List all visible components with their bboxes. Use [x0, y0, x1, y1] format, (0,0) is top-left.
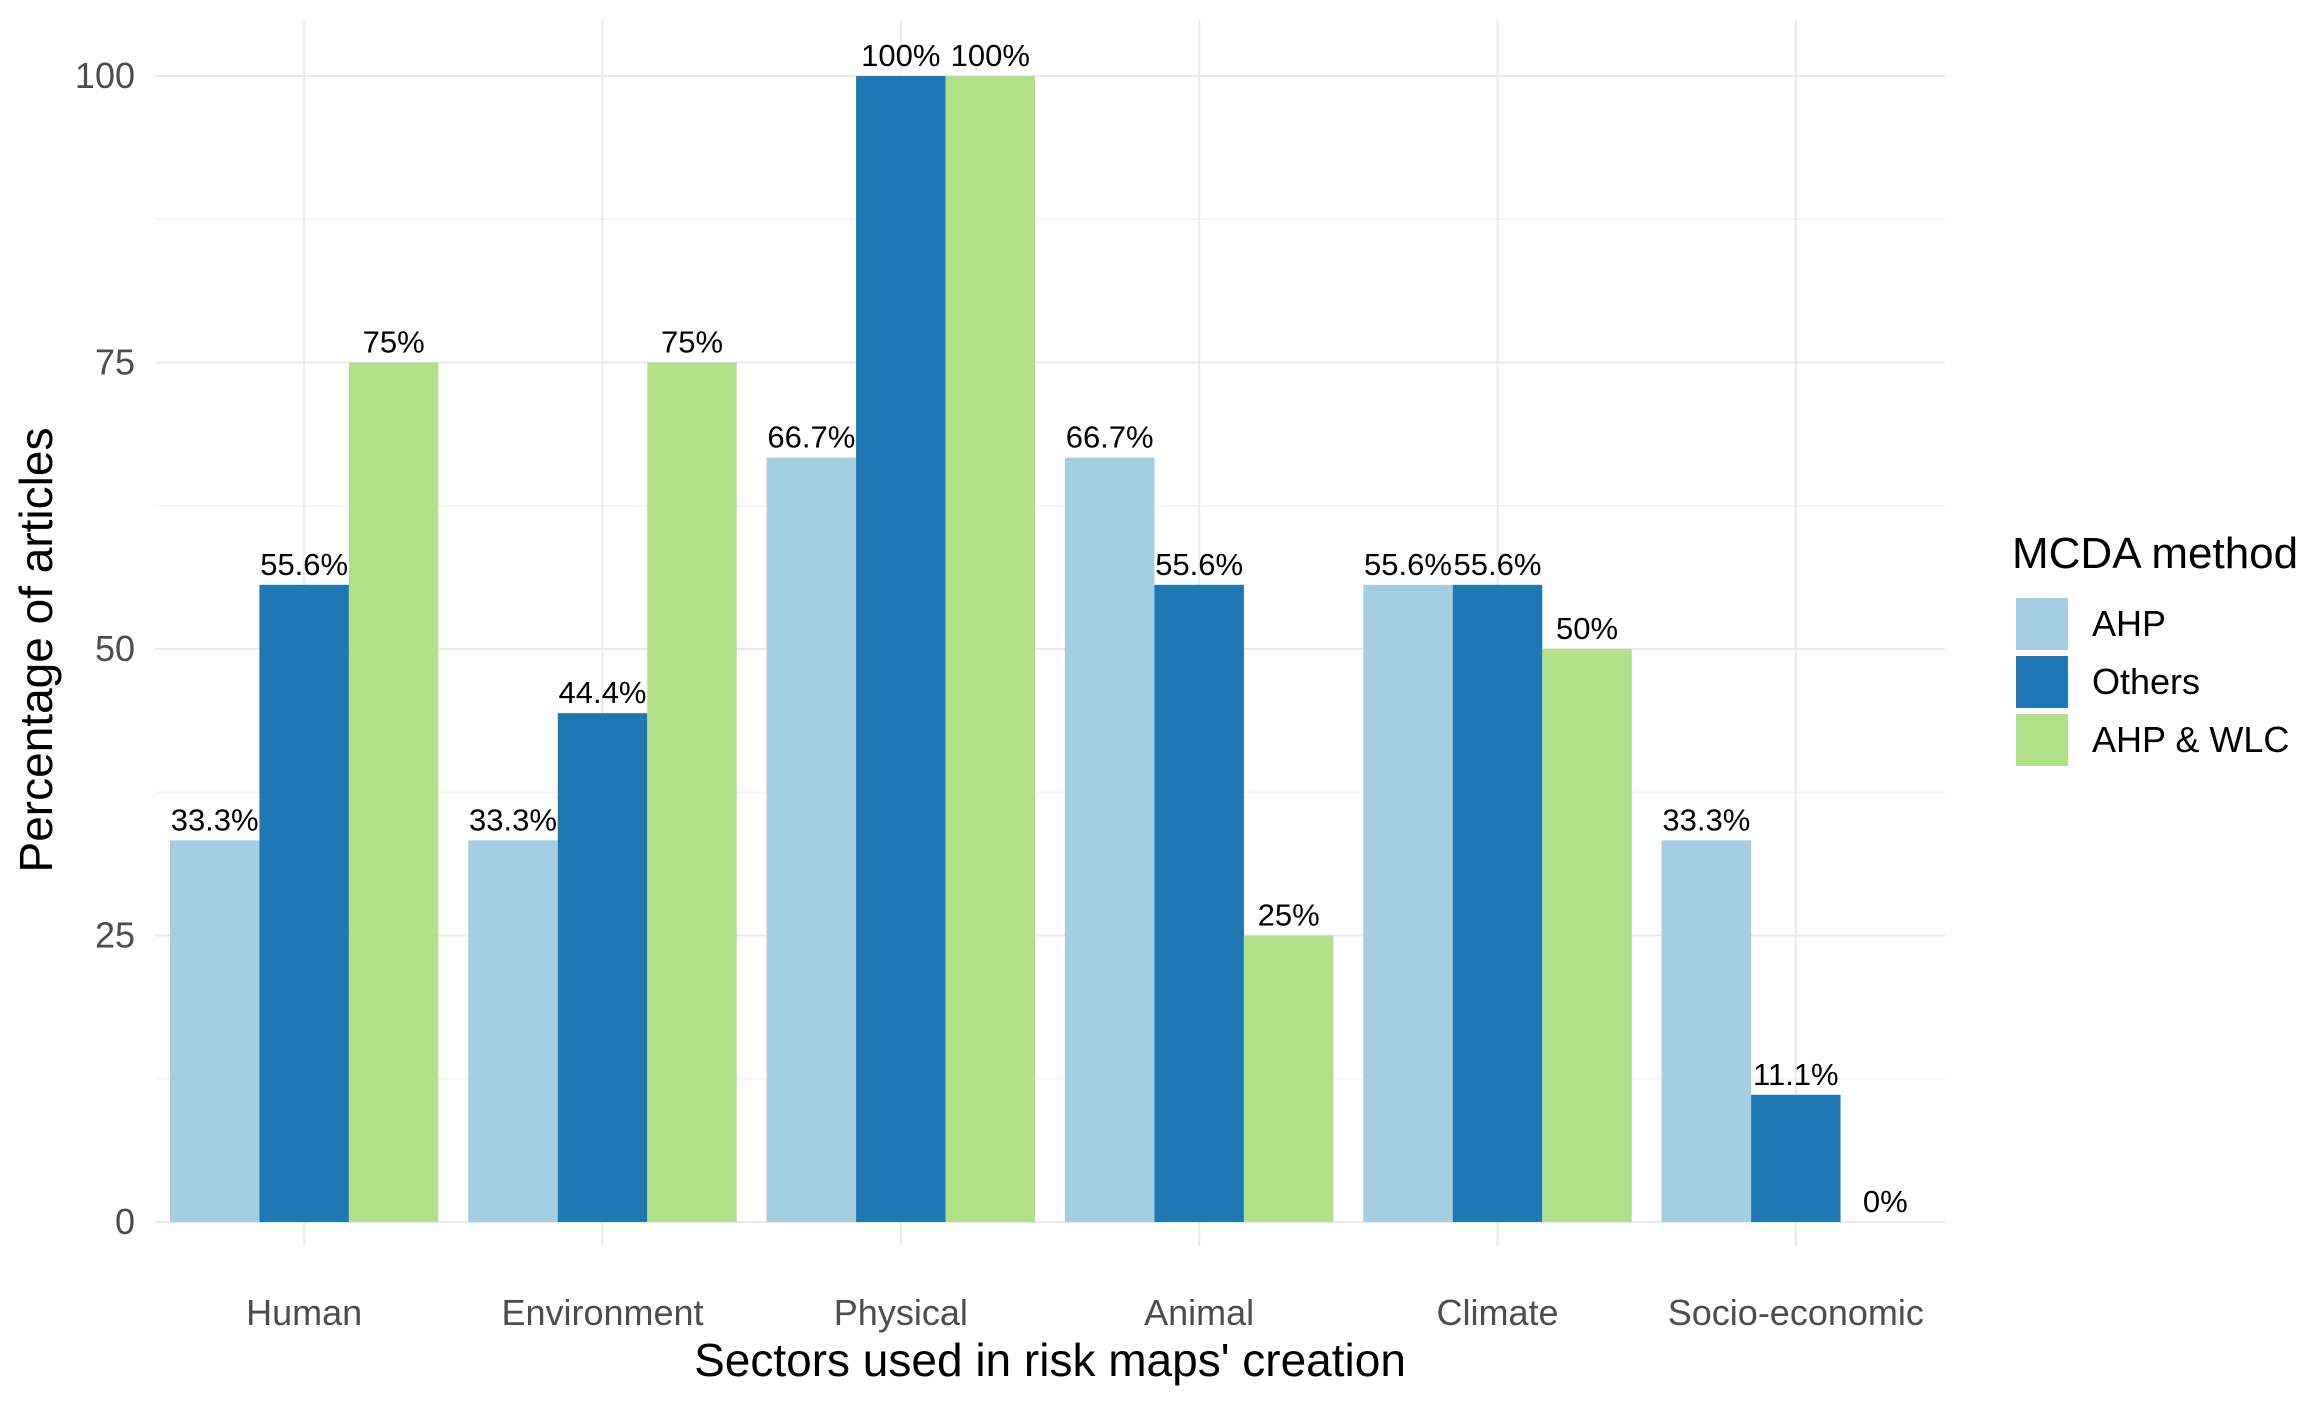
y-tick-label: 0 — [115, 1201, 135, 1242]
bar — [468, 840, 558, 1222]
x-tick-label: Climate — [1436, 1292, 1558, 1333]
bars — [169, 76, 1841, 1222]
bar — [1452, 584, 1543, 1222]
bar-value-label: 33.3% — [469, 802, 557, 837]
bar-value-label: 11.1% — [1753, 1057, 1839, 1092]
y-tick-label: 25 — [95, 915, 135, 956]
bar-value-label: 100% — [861, 38, 940, 73]
bar-value-label: 33.3% — [171, 802, 259, 837]
bar — [856, 76, 946, 1222]
y-axis-title: Percentage of articles — [10, 428, 62, 873]
x-tick-label: Physical — [834, 1292, 968, 1333]
x-tick-label: Socio-economic — [1668, 1292, 1924, 1333]
bar-value-label: 0% — [1863, 1184, 1908, 1219]
legend-key — [2016, 714, 2068, 766]
bar — [1243, 935, 1334, 1222]
bar — [1363, 584, 1453, 1222]
bar — [945, 76, 1036, 1222]
axes: 0 25 50 75 100 Human Environment Physical Animal… — [75, 55, 1924, 1333]
bar-value-label: 25% — [1258, 898, 1320, 933]
bar-value-label: 75% — [363, 325, 425, 360]
legend: MCDA method AHP Others AHP & WLC — [2012, 529, 2298, 766]
bar — [766, 457, 857, 1222]
y-tick-label: 100 — [75, 55, 135, 96]
bar-value-label: 55.6% — [1454, 547, 1542, 582]
bar — [557, 713, 648, 1222]
x-tick-label: Human — [246, 1292, 362, 1333]
bar-value-label: 55.6% — [260, 547, 348, 582]
x-tick-label: Environment — [501, 1292, 703, 1333]
bar-labels: 33.3% 55.6% 75% 33.3% 44.4% 75% 66.7% 100% 100% 6… — [171, 38, 1908, 1219]
legend-label: AHP & WLC — [2092, 719, 2289, 760]
bar-value-label: 33.3% — [1662, 802, 1750, 837]
legend-label: AHP — [2092, 603, 2166, 644]
x-tick-label: Animal — [1144, 1292, 1254, 1333]
bar-value-label: 66.7% — [1066, 420, 1154, 455]
bar — [1751, 1094, 1841, 1222]
bar-value-label: 44.4% — [559, 675, 647, 710]
bar — [348, 362, 439, 1222]
legend-key — [2016, 656, 2068, 708]
bar — [647, 362, 737, 1222]
y-tick-label: 50 — [95, 628, 135, 669]
bar-value-label: 55.6% — [1364, 547, 1452, 582]
bar — [1064, 457, 1155, 1222]
bar — [1542, 649, 1632, 1222]
legend-key — [2016, 598, 2068, 650]
bar — [1661, 840, 1752, 1222]
bar — [259, 584, 349, 1222]
y-tick-label: 75 — [95, 342, 135, 383]
legend-title: MCDA method — [2012, 529, 2298, 578]
x-axis-title: Sectors used in risk maps' creation — [694, 1334, 1406, 1386]
bar-value-label: 66.7% — [767, 420, 855, 455]
bar-value-label: 75% — [661, 325, 723, 360]
bar-value-label: 100% — [951, 38, 1030, 73]
legend-label: Others — [2092, 661, 2200, 702]
bar-value-label: 50% — [1556, 611, 1618, 646]
bar — [169, 840, 260, 1222]
bar — [1154, 584, 1244, 1222]
bar-value-label: 55.6% — [1155, 547, 1243, 582]
